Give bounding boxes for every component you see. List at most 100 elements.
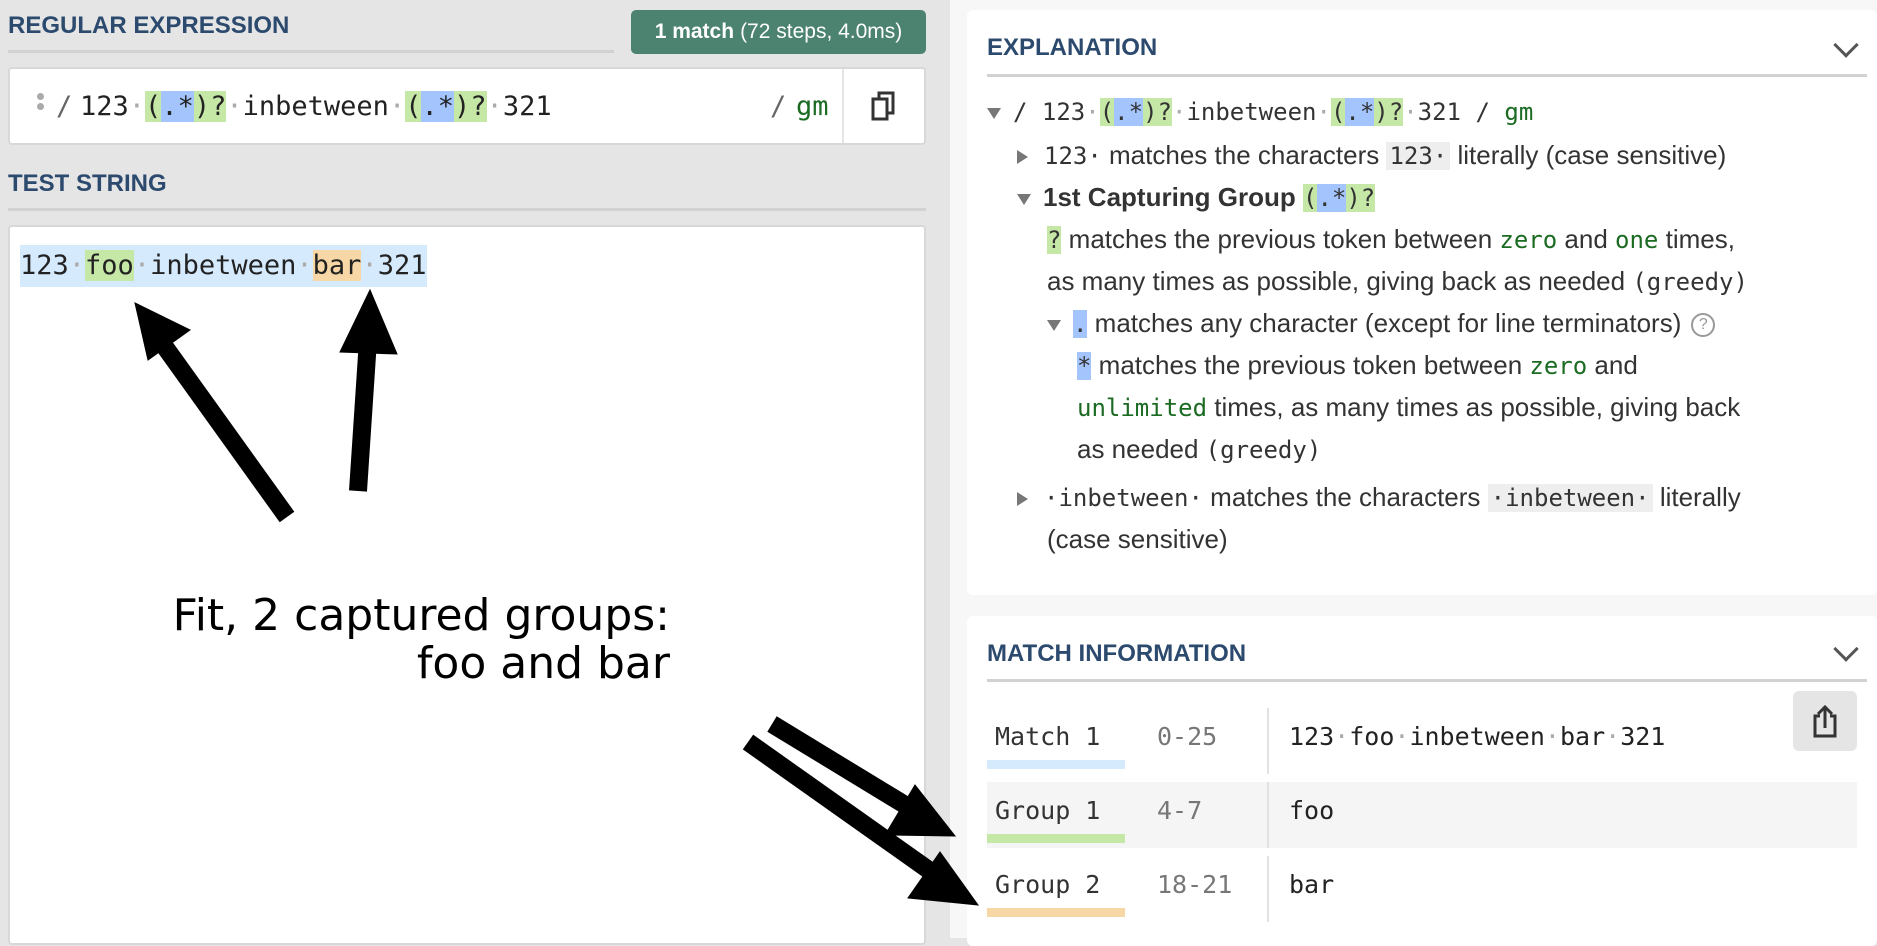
expand-triangle-icon[interactable]	[1017, 150, 1028, 165]
divider	[1267, 708, 1269, 774]
chevron-down-icon[interactable]	[1833, 32, 1859, 58]
token: (	[145, 91, 162, 122]
match-row[interactable]: Group 1 4-7 foo	[987, 782, 1857, 848]
token: inbetween	[1409, 722, 1545, 751]
token: .	[161, 91, 178, 122]
regex-section-title: REGULAR EXPRESSION	[8, 12, 290, 39]
space-marker: ·	[1085, 98, 1100, 126]
divider	[987, 679, 1867, 682]
token: inbetween	[242, 91, 389, 122]
text: matches the previous token between	[1091, 350, 1530, 380]
match-label: Match 1	[995, 722, 1101, 751]
token: bar	[312, 250, 362, 281]
token: )	[1374, 98, 1389, 126]
token: (	[1303, 184, 1318, 212]
match-information-panel: MATCH INFORMATION Match 1 0-25 123·foo·inb…	[967, 616, 1877, 946]
space-marker: ·	[1394, 722, 1410, 751]
explanation-item-group-1[interactable]: 1st Capturing Group (.*)?	[1017, 182, 1376, 213]
test-string-text: 123·foo·inbetween·bar·321	[20, 245, 427, 287]
token: )?	[1346, 184, 1376, 212]
explanation-item-literal-inbetween[interactable]: ·inbetween· matches the characters ·inbe…	[1017, 482, 1741, 513]
text: matches any character (except for line t…	[1087, 308, 1682, 338]
text: and	[1587, 350, 1638, 380]
token: )	[193, 91, 211, 122]
space-marker: ·	[486, 91, 503, 122]
space-marker: ·	[1403, 98, 1418, 126]
divider	[987, 74, 1867, 77]
match-row[interactable]: Group 2 18-21 bar	[987, 856, 1857, 922]
delimiter: /	[1013, 98, 1042, 126]
collapse-triangle-icon[interactable]	[987, 107, 1001, 119]
token: 321	[377, 250, 427, 281]
text: times, as many times as possible, giving…	[1207, 392, 1741, 422]
regex-text[interactable]: 123·(.*)?·inbetween·(.*)?·321	[80, 91, 552, 122]
divider	[1267, 856, 1269, 922]
space-marker: ·	[1171, 98, 1187, 126]
text: matches the previous token between	[1061, 224, 1500, 254]
export-matches-button[interactable]	[1793, 691, 1857, 751]
group-title: 1st Capturing Group	[1043, 182, 1303, 212]
explanation-item-literal-123[interactable]: 123· matches the characters 123· literal…	[1017, 140, 1726, 171]
test-string-input[interactable]: 123·foo·inbetween·bar·321	[8, 225, 926, 945]
token: 123	[80, 91, 129, 122]
space-marker: ·	[226, 91, 243, 122]
regex-delimiter-open: /	[56, 91, 73, 122]
chevron-down-icon[interactable]	[1833, 636, 1859, 662]
divider	[8, 208, 926, 211]
expand-triangle-icon[interactable]	[1017, 492, 1028, 507]
token: ?	[1157, 98, 1172, 126]
token: 123	[20, 250, 69, 281]
space-marker: ·	[1334, 722, 1350, 751]
space-marker: ·	[1605, 722, 1621, 751]
help-icon[interactable]: ?	[1691, 313, 1716, 338]
explanation-item-quantifier: ? matches the previous token between zer…	[1047, 224, 1735, 255]
token: ·inbetween·	[1044, 484, 1203, 512]
text: (case sensitive)	[1047, 524, 1228, 554]
text: literally	[1652, 482, 1741, 512]
token: .	[1345, 98, 1360, 126]
space-marker: ·	[1544, 722, 1560, 751]
token: inbetween	[1186, 98, 1317, 126]
match-row[interactable]: Match 1 0-25 123·foo·inbetween·bar·321	[987, 708, 1857, 774]
explanation-panel: EXPLANATION / 123·(.*)?·inbetween·(.*)?·…	[967, 10, 1877, 595]
token: 321	[1620, 722, 1666, 751]
color-underline	[987, 760, 1125, 769]
space-marker: ·	[68, 250, 86, 281]
token: ?	[470, 91, 487, 122]
match-value: foo	[1289, 796, 1335, 825]
divider	[1267, 782, 1269, 848]
collapse-triangle-icon[interactable]	[1017, 193, 1031, 205]
regex-flags[interactable]: gm	[796, 91, 829, 122]
space-marker: ·	[361, 250, 378, 281]
match-value: 123·foo·inbetween·bar·321	[1289, 722, 1665, 751]
token: (	[1330, 98, 1346, 126]
token: 123	[1289, 722, 1335, 751]
token: ?	[210, 91, 227, 122]
text: as needed	[1077, 434, 1206, 464]
literal: 123·	[1386, 142, 1451, 170]
keyword: one	[1615, 226, 1659, 254]
drag-handle-icon[interactable]	[37, 93, 44, 113]
annotation-text: Fit, 2 captured groups:	[172, 590, 670, 641]
explanation-item-dot[interactable]: . matches any character (except for line…	[1047, 308, 1716, 339]
space-marker: ·	[296, 250, 313, 281]
token: ?	[1388, 98, 1404, 126]
regex-input[interactable]: / 123·(.*)?·inbetween·(.*)?·321 / gm	[8, 67, 926, 145]
text: times,	[1658, 224, 1735, 254]
token: foo	[85, 250, 134, 281]
space-marker: ·	[388, 91, 406, 122]
token: *	[1128, 98, 1144, 126]
collapse-triangle-icon[interactable]	[1047, 319, 1061, 331]
space-marker: ·	[133, 250, 151, 281]
token: .	[421, 91, 438, 122]
match-label: Group 2	[995, 870, 1101, 899]
copy-regex-button[interactable]	[842, 69, 924, 143]
match-range: 18-21	[1157, 870, 1233, 899]
explanation-root[interactable]: / 123·(.*)?·inbetween·(.*)?·321 / gm	[987, 96, 1533, 127]
token: )	[454, 91, 471, 122]
color-underline	[987, 908, 1125, 917]
divider	[8, 50, 614, 53]
keyword: unlimited	[1077, 394, 1208, 422]
regex-tokens: 123·(.*)?·inbetween·(.*)?·321	[1042, 98, 1461, 126]
keyword: (greedy)	[1632, 268, 1748, 296]
